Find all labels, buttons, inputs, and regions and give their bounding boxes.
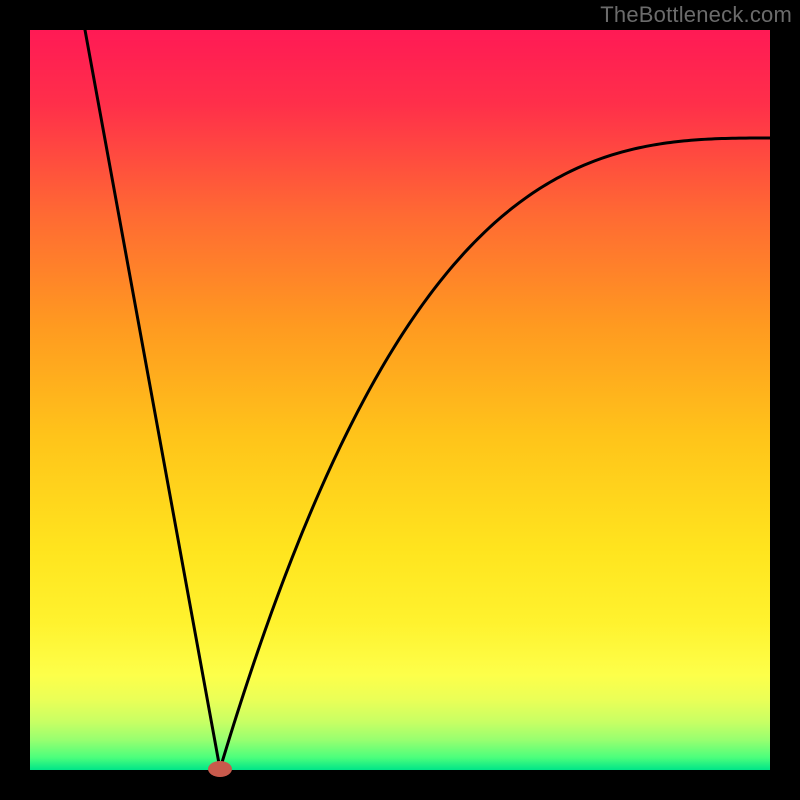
- optimum-marker: [208, 761, 232, 777]
- watermark-label: TheBottleneck.com: [600, 2, 792, 28]
- chart-gradient-background: [30, 30, 770, 770]
- chart-plot-area: [30, 30, 770, 770]
